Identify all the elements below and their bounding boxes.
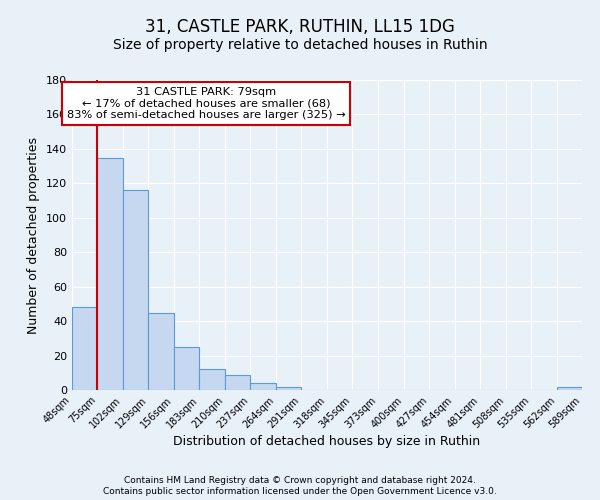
Bar	[123, 190, 148, 390]
Bar	[97, 158, 123, 390]
Y-axis label: Number of detached properties: Number of detached properties	[28, 136, 40, 334]
Bar	[199, 370, 225, 390]
X-axis label: Distribution of detached houses by size in Ruthin: Distribution of detached houses by size …	[173, 436, 481, 448]
Bar	[72, 308, 97, 390]
Text: Size of property relative to detached houses in Ruthin: Size of property relative to detached ho…	[113, 38, 487, 52]
Bar	[174, 347, 199, 390]
Bar	[225, 374, 250, 390]
Bar	[250, 383, 275, 390]
Bar	[148, 312, 174, 390]
Text: Contains HM Land Registry data © Crown copyright and database right 2024.: Contains HM Land Registry data © Crown c…	[124, 476, 476, 485]
Text: Contains public sector information licensed under the Open Government Licence v3: Contains public sector information licen…	[103, 488, 497, 496]
Bar	[275, 386, 301, 390]
Bar	[557, 386, 582, 390]
Text: 31 CASTLE PARK: 79sqm
← 17% of detached houses are smaller (68)
83% of semi-deta: 31 CASTLE PARK: 79sqm ← 17% of detached …	[67, 87, 345, 120]
Text: 31, CASTLE PARK, RUTHIN, LL15 1DG: 31, CASTLE PARK, RUTHIN, LL15 1DG	[145, 18, 455, 36]
